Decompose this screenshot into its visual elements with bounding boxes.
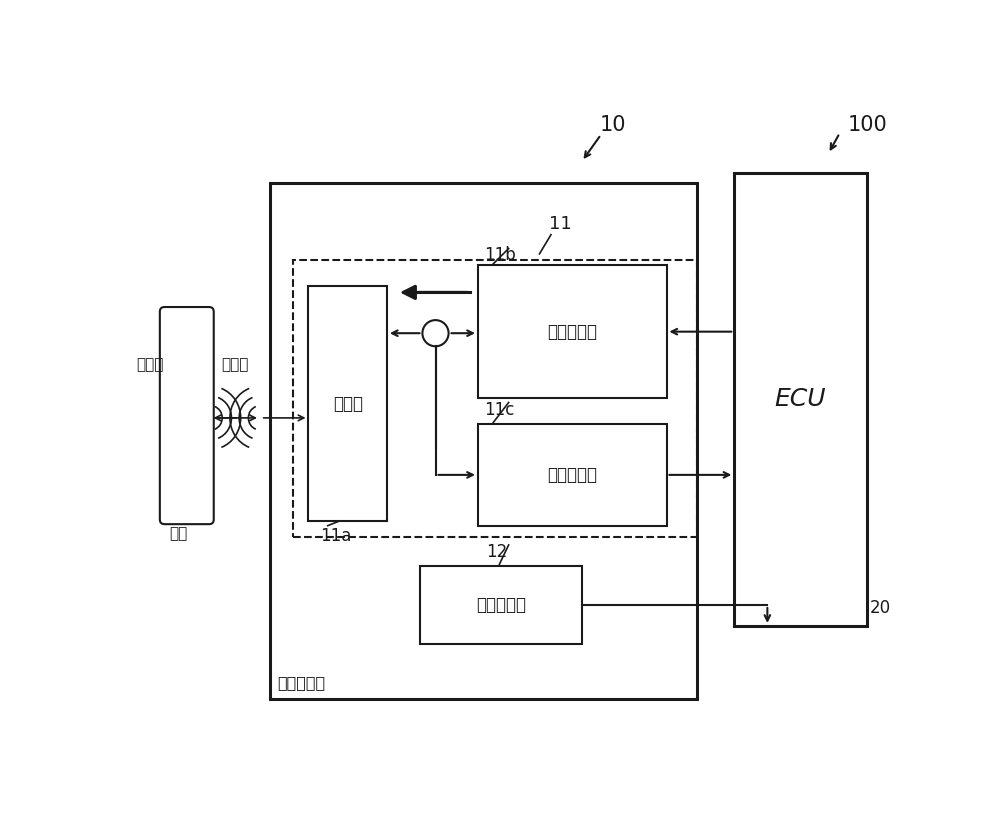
- Text: 倒斜传感器: 倒斜传感器: [476, 596, 526, 614]
- Text: 发送电路部: 发送电路部: [547, 323, 597, 340]
- Text: 11a: 11a: [320, 527, 351, 545]
- Text: 10: 10: [599, 116, 626, 135]
- Bar: [420, 566, 582, 644]
- Bar: [308, 287, 387, 521]
- Text: 收发器: 收发器: [333, 395, 363, 413]
- Bar: [478, 424, 667, 525]
- Text: 反射波: 反射波: [137, 357, 164, 372]
- Text: 20: 20: [870, 599, 891, 616]
- Text: 100: 100: [847, 116, 887, 135]
- Text: 11: 11: [549, 215, 572, 233]
- Text: 接收电路部: 接收电路部: [547, 466, 597, 484]
- Text: ECU: ECU: [775, 387, 826, 411]
- Text: 传感器单元: 传感器单元: [278, 675, 326, 690]
- Text: 探查波: 探查波: [221, 357, 249, 372]
- Bar: [293, 260, 697, 537]
- Text: 12: 12: [486, 543, 508, 561]
- Bar: [270, 183, 697, 699]
- Text: 11c: 11c: [484, 401, 514, 419]
- Bar: [734, 173, 867, 626]
- Bar: [478, 265, 667, 398]
- Text: 物体: 物体: [169, 525, 187, 541]
- Text: 11b: 11b: [484, 246, 516, 264]
